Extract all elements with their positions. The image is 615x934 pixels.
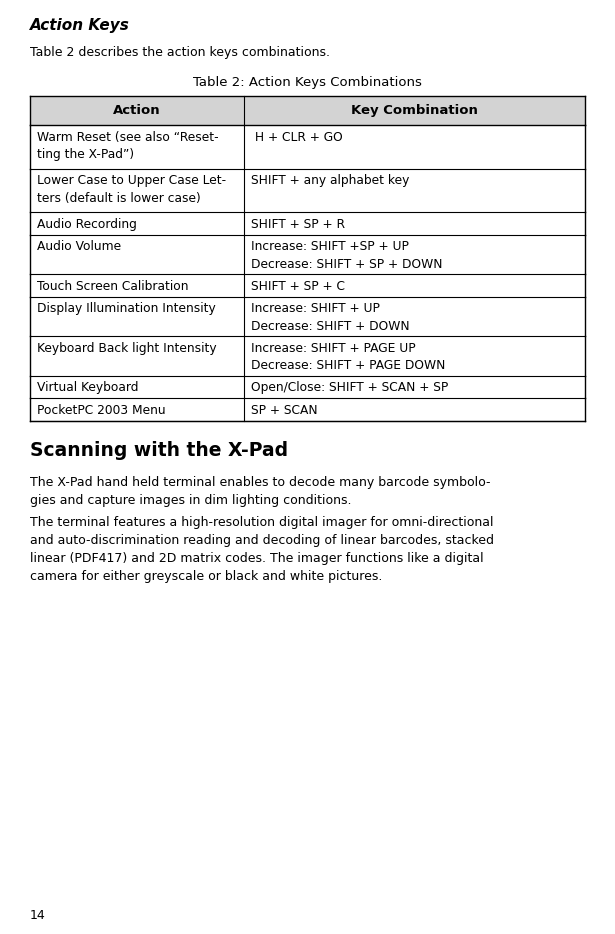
Text: Lower Case to Upper Case Let-
ters (default is lower case): Lower Case to Upper Case Let- ters (defa… bbox=[37, 175, 226, 205]
Text: Virtual Keyboard: Virtual Keyboard bbox=[37, 381, 138, 394]
Text: Open/Close: SHIFT + SCAN + SP: Open/Close: SHIFT + SCAN + SP bbox=[251, 381, 448, 394]
Text: Table 2: Action Keys Combinations: Table 2: Action Keys Combinations bbox=[193, 76, 422, 89]
Text: SHIFT + SP + R: SHIFT + SP + R bbox=[251, 218, 344, 231]
Bar bbox=[30, 96, 585, 125]
Text: Keyboard Back light Intensity: Keyboard Back light Intensity bbox=[37, 342, 216, 355]
Text: The X-Pad hand held terminal enables to decode many barcode symbolo-
gies and ca: The X-Pad hand held terminal enables to … bbox=[30, 476, 491, 507]
Text: SHIFT + SP + C: SHIFT + SP + C bbox=[251, 280, 344, 293]
Text: Increase: SHIFT + UP
Decrease: SHIFT + DOWN: Increase: SHIFT + UP Decrease: SHIFT + D… bbox=[251, 303, 410, 333]
Text: The terminal features a high-resolution digital imager for omni-directional
and : The terminal features a high-resolution … bbox=[30, 516, 494, 583]
Text: Scanning with the X-Pad: Scanning with the X-Pad bbox=[30, 441, 288, 460]
Text: SP + SCAN: SP + SCAN bbox=[251, 404, 317, 417]
Text: Increase: SHIFT + PAGE UP
Decrease: SHIFT + PAGE DOWN: Increase: SHIFT + PAGE UP Decrease: SHIF… bbox=[251, 342, 445, 373]
Text: H + CLR + GO: H + CLR + GO bbox=[251, 131, 343, 144]
Text: Audio Recording: Audio Recording bbox=[37, 218, 137, 231]
Text: Touch Screen Calibration: Touch Screen Calibration bbox=[37, 280, 189, 293]
Text: Key Combination: Key Combination bbox=[351, 105, 478, 118]
Text: Audio Volume: Audio Volume bbox=[37, 240, 121, 253]
Text: Increase: SHIFT +SP + UP
Decrease: SHIFT + SP + DOWN: Increase: SHIFT +SP + UP Decrease: SHIFT… bbox=[251, 240, 442, 271]
Text: Table 2 describes the action keys combinations.: Table 2 describes the action keys combin… bbox=[30, 46, 330, 59]
Text: Action: Action bbox=[113, 105, 161, 118]
Text: Warm Reset (see also “Reset-
ting the X-Pad”): Warm Reset (see also “Reset- ting the X-… bbox=[37, 131, 218, 162]
Text: SHIFT + any alphabet key: SHIFT + any alphabet key bbox=[251, 175, 409, 188]
Text: Display Illumination Intensity: Display Illumination Intensity bbox=[37, 303, 216, 316]
Text: 14: 14 bbox=[30, 909, 46, 922]
Text: Action Keys: Action Keys bbox=[30, 18, 130, 33]
Text: PocketPC 2003 Menu: PocketPC 2003 Menu bbox=[37, 404, 165, 417]
